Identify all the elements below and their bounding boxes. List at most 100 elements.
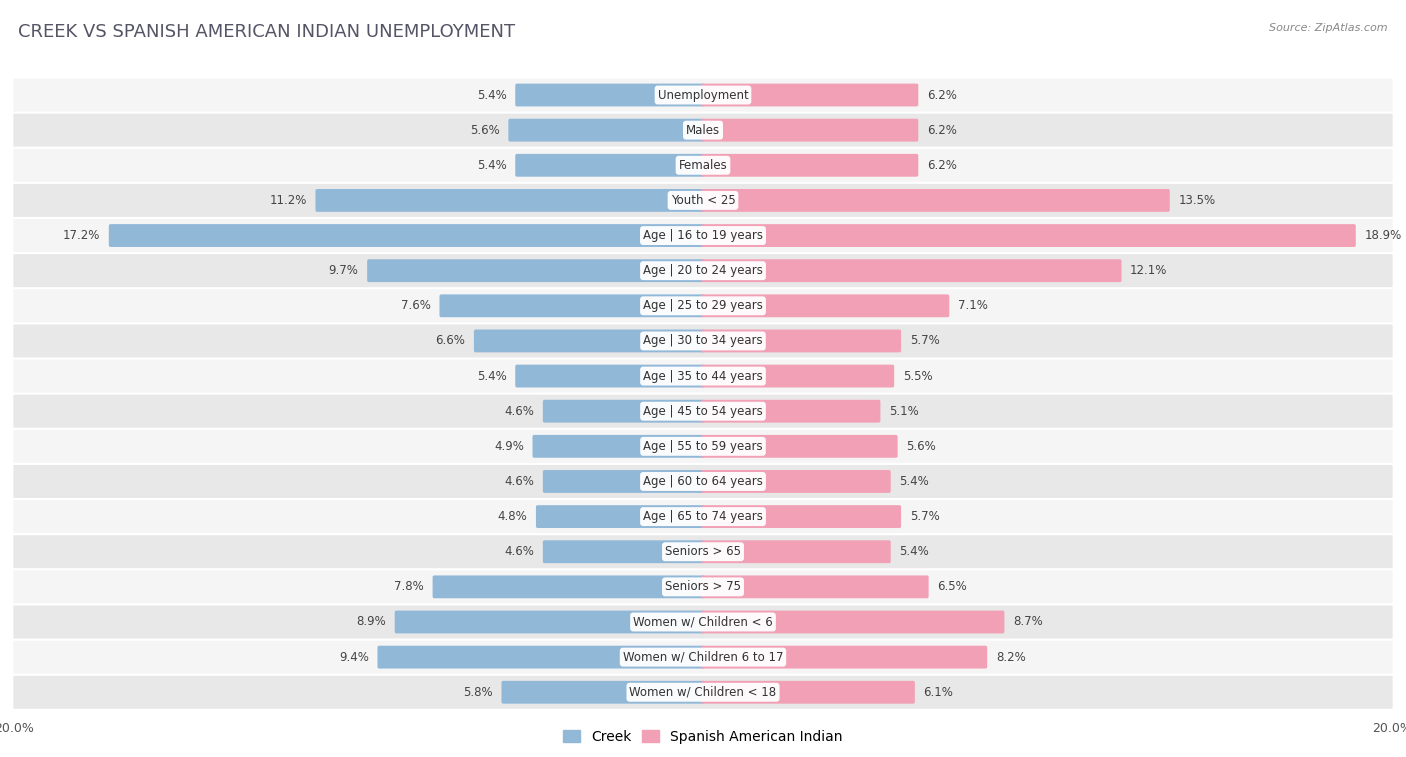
FancyBboxPatch shape bbox=[533, 435, 704, 458]
FancyBboxPatch shape bbox=[14, 394, 1392, 428]
FancyBboxPatch shape bbox=[515, 154, 704, 176]
FancyBboxPatch shape bbox=[702, 646, 987, 668]
FancyBboxPatch shape bbox=[14, 149, 1392, 182]
FancyBboxPatch shape bbox=[395, 611, 704, 634]
FancyBboxPatch shape bbox=[108, 224, 704, 247]
Legend: Creek, Spanish American Indian: Creek, Spanish American Indian bbox=[558, 724, 848, 749]
Text: 5.7%: 5.7% bbox=[910, 335, 939, 347]
FancyBboxPatch shape bbox=[702, 681, 915, 704]
FancyBboxPatch shape bbox=[14, 325, 1392, 357]
Text: Age | 20 to 24 years: Age | 20 to 24 years bbox=[643, 264, 763, 277]
FancyBboxPatch shape bbox=[543, 540, 704, 563]
FancyBboxPatch shape bbox=[702, 224, 1355, 247]
FancyBboxPatch shape bbox=[14, 219, 1392, 252]
Text: 5.8%: 5.8% bbox=[463, 686, 494, 699]
FancyBboxPatch shape bbox=[377, 646, 704, 668]
FancyBboxPatch shape bbox=[502, 681, 704, 704]
Text: 5.7%: 5.7% bbox=[910, 510, 939, 523]
Text: Age | 30 to 34 years: Age | 30 to 34 years bbox=[643, 335, 763, 347]
Text: 4.6%: 4.6% bbox=[505, 475, 534, 488]
FancyBboxPatch shape bbox=[702, 505, 901, 528]
FancyBboxPatch shape bbox=[702, 189, 1170, 212]
Text: 5.6%: 5.6% bbox=[907, 440, 936, 453]
FancyBboxPatch shape bbox=[702, 400, 880, 422]
Text: Women w/ Children < 18: Women w/ Children < 18 bbox=[630, 686, 776, 699]
FancyBboxPatch shape bbox=[14, 676, 1392, 709]
Text: 5.4%: 5.4% bbox=[900, 545, 929, 558]
FancyBboxPatch shape bbox=[702, 435, 897, 458]
Text: 9.4%: 9.4% bbox=[339, 650, 368, 664]
Text: 6.5%: 6.5% bbox=[938, 581, 967, 593]
FancyBboxPatch shape bbox=[14, 289, 1392, 322]
FancyBboxPatch shape bbox=[702, 119, 918, 142]
Text: 5.1%: 5.1% bbox=[889, 405, 918, 418]
Text: 7.1%: 7.1% bbox=[957, 299, 988, 313]
Text: 6.2%: 6.2% bbox=[927, 123, 956, 137]
FancyBboxPatch shape bbox=[702, 470, 891, 493]
FancyBboxPatch shape bbox=[14, 184, 1392, 217]
Text: 6.2%: 6.2% bbox=[927, 89, 956, 101]
Text: Age | 60 to 64 years: Age | 60 to 64 years bbox=[643, 475, 763, 488]
FancyBboxPatch shape bbox=[702, 540, 891, 563]
Text: Age | 45 to 54 years: Age | 45 to 54 years bbox=[643, 405, 763, 418]
Text: Age | 25 to 29 years: Age | 25 to 29 years bbox=[643, 299, 763, 313]
Text: 5.4%: 5.4% bbox=[477, 159, 506, 172]
Text: Women w/ Children < 6: Women w/ Children < 6 bbox=[633, 615, 773, 628]
Text: 5.4%: 5.4% bbox=[477, 89, 506, 101]
Text: 5.6%: 5.6% bbox=[470, 123, 499, 137]
Text: 5.5%: 5.5% bbox=[903, 369, 932, 382]
Text: 7.8%: 7.8% bbox=[394, 581, 425, 593]
FancyBboxPatch shape bbox=[14, 254, 1392, 287]
FancyBboxPatch shape bbox=[367, 259, 704, 282]
Text: 13.5%: 13.5% bbox=[1178, 194, 1216, 207]
Text: 17.2%: 17.2% bbox=[63, 229, 100, 242]
FancyBboxPatch shape bbox=[509, 119, 704, 142]
Text: 5.4%: 5.4% bbox=[477, 369, 506, 382]
FancyBboxPatch shape bbox=[702, 575, 928, 598]
Text: 4.6%: 4.6% bbox=[505, 405, 534, 418]
Text: Unemployment: Unemployment bbox=[658, 89, 748, 101]
Text: 5.4%: 5.4% bbox=[900, 475, 929, 488]
FancyBboxPatch shape bbox=[702, 365, 894, 388]
FancyBboxPatch shape bbox=[14, 640, 1392, 674]
Text: 6.1%: 6.1% bbox=[924, 686, 953, 699]
Text: 8.7%: 8.7% bbox=[1012, 615, 1043, 628]
Text: 4.8%: 4.8% bbox=[498, 510, 527, 523]
Text: 6.6%: 6.6% bbox=[436, 335, 465, 347]
FancyBboxPatch shape bbox=[474, 329, 704, 352]
FancyBboxPatch shape bbox=[14, 79, 1392, 111]
FancyBboxPatch shape bbox=[315, 189, 704, 212]
Text: Age | 16 to 19 years: Age | 16 to 19 years bbox=[643, 229, 763, 242]
Text: Youth < 25: Youth < 25 bbox=[671, 194, 735, 207]
FancyBboxPatch shape bbox=[14, 114, 1392, 147]
FancyBboxPatch shape bbox=[14, 430, 1392, 463]
Text: 4.9%: 4.9% bbox=[494, 440, 524, 453]
FancyBboxPatch shape bbox=[14, 360, 1392, 393]
FancyBboxPatch shape bbox=[14, 606, 1392, 638]
Text: Women w/ Children 6 to 17: Women w/ Children 6 to 17 bbox=[623, 650, 783, 664]
FancyBboxPatch shape bbox=[702, 154, 918, 176]
FancyBboxPatch shape bbox=[543, 470, 704, 493]
FancyBboxPatch shape bbox=[14, 535, 1392, 569]
FancyBboxPatch shape bbox=[440, 294, 704, 317]
Text: Females: Females bbox=[679, 159, 727, 172]
FancyBboxPatch shape bbox=[14, 465, 1392, 498]
Text: Age | 65 to 74 years: Age | 65 to 74 years bbox=[643, 510, 763, 523]
Text: 18.9%: 18.9% bbox=[1364, 229, 1402, 242]
Text: Age | 55 to 59 years: Age | 55 to 59 years bbox=[643, 440, 763, 453]
FancyBboxPatch shape bbox=[702, 329, 901, 352]
Text: Source: ZipAtlas.com: Source: ZipAtlas.com bbox=[1270, 23, 1388, 33]
FancyBboxPatch shape bbox=[14, 570, 1392, 603]
Text: 6.2%: 6.2% bbox=[927, 159, 956, 172]
FancyBboxPatch shape bbox=[536, 505, 704, 528]
Text: Seniors > 75: Seniors > 75 bbox=[665, 581, 741, 593]
Text: 12.1%: 12.1% bbox=[1130, 264, 1167, 277]
FancyBboxPatch shape bbox=[515, 365, 704, 388]
FancyBboxPatch shape bbox=[702, 83, 918, 107]
FancyBboxPatch shape bbox=[702, 294, 949, 317]
FancyBboxPatch shape bbox=[14, 500, 1392, 533]
Text: 4.6%: 4.6% bbox=[505, 545, 534, 558]
Text: CREEK VS SPANISH AMERICAN INDIAN UNEMPLOYMENT: CREEK VS SPANISH AMERICAN INDIAN UNEMPLO… bbox=[18, 23, 516, 41]
Text: 11.2%: 11.2% bbox=[270, 194, 307, 207]
Text: Seniors > 65: Seniors > 65 bbox=[665, 545, 741, 558]
